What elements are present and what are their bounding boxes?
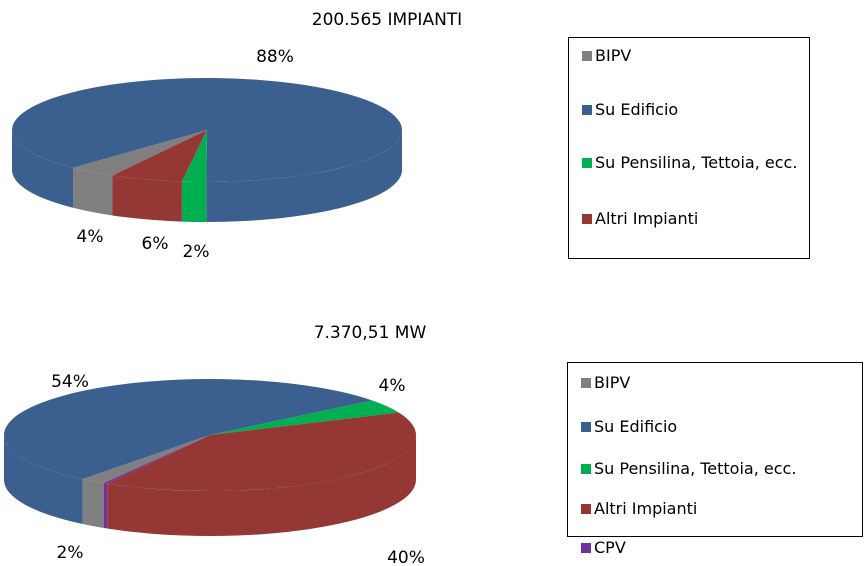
slice-side <box>107 435 416 536</box>
slice <box>3 378 373 480</box>
side-group <box>4 435 83 525</box>
slice <box>82 435 210 484</box>
legend-item: Su Edificio <box>581 417 856 437</box>
slice-side <box>73 167 113 216</box>
legend-label: Su Edificio <box>595 100 679 119</box>
legend-swatch <box>581 504 591 514</box>
legend: BIPV Su Edificio Su Pensilina, Tettoia, ec… <box>568 37 810 259</box>
data-label: 2% <box>183 242 210 262</box>
data-label: 54% <box>51 372 89 392</box>
side-group <box>12 130 74 208</box>
legend-item: BIPV <box>581 373 856 393</box>
slice <box>210 400 399 435</box>
legend-item: Su Edificio <box>582 100 803 120</box>
legend: BIPV Su Edificio Su Pensilina, Tettoia, ec… <box>567 362 863 557</box>
slice <box>73 130 207 176</box>
data-label: 4% <box>379 376 406 396</box>
legend-label: BIPV <box>595 46 632 65</box>
data-label: 6% <box>142 234 169 254</box>
slice-side <box>12 130 74 208</box>
slice <box>112 130 207 182</box>
slice-side-shade <box>112 175 181 221</box>
side-group <box>82 479 104 529</box>
data-label: 88% <box>256 47 294 67</box>
legend-swatch <box>582 158 592 168</box>
legend-swatch <box>581 464 591 474</box>
slice-side <box>4 435 83 525</box>
legend-label: BIPV <box>594 373 631 392</box>
legend-swatch <box>581 378 591 388</box>
legend-swatch <box>582 51 592 61</box>
legend-label: Su Pensilina, Tettoia, ecc. <box>594 459 797 478</box>
slice <box>181 130 207 182</box>
legend-label: CPV <box>594 538 626 557</box>
slice-side <box>112 175 182 222</box>
side-group <box>73 167 113 216</box>
legend-label: Altri Impianti <box>594 499 698 518</box>
slice <box>12 78 403 182</box>
side-group <box>107 435 416 536</box>
slice-side <box>181 181 207 222</box>
legend-label: Su Pensilina, Tettoia, ecc. <box>595 153 798 172</box>
legend-item: Su Pensilina, Tettoia, ecc. <box>581 459 856 479</box>
legend-item: CPV <box>581 538 856 558</box>
side-group <box>103 483 108 529</box>
legend-swatch <box>582 214 592 224</box>
legend-item: BIPV <box>582 46 803 66</box>
side-group <box>112 175 182 222</box>
legend-item: Altri Impianti <box>582 209 803 229</box>
data-label: 4% <box>77 227 104 247</box>
legend-label: Altri Impianti <box>595 209 699 228</box>
slice <box>107 412 416 491</box>
side-group <box>181 181 207 222</box>
slice-side <box>206 130 402 222</box>
slice-side <box>103 483 108 529</box>
legend-swatch <box>582 105 592 115</box>
chart-title: 7.370,51 MW <box>314 323 427 343</box>
slice-side-shade <box>83 479 104 528</box>
slice <box>103 435 210 484</box>
legend-swatch <box>581 543 591 553</box>
slice-side-shade <box>73 168 112 216</box>
side-group <box>206 130 402 222</box>
legend-item: Altri Impianti <box>581 499 856 519</box>
legend-label: Su Edificio <box>594 417 678 436</box>
slice-side-shade <box>182 182 206 222</box>
slice-side <box>82 479 104 529</box>
legend-item: Su Pensilina, Tettoia, ecc. <box>582 153 803 173</box>
legend-swatch <box>581 422 591 432</box>
chart-title: 200.565 IMPIANTI <box>312 10 462 30</box>
slice-side-shade <box>104 483 107 529</box>
data-label: 2% <box>57 543 84 563</box>
data-label: 40% <box>387 548 425 566</box>
